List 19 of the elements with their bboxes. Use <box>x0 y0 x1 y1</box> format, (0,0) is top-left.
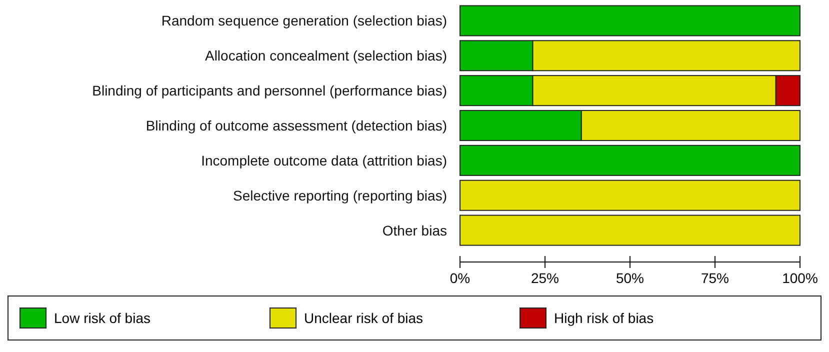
x-tick-label: 25% <box>530 270 560 286</box>
legend-label: Low risk of bias <box>54 310 150 326</box>
legend-label: Unclear risk of bias <box>304 310 424 326</box>
y-tick-label: Incomplete outcome data (attrition bias) <box>201 152 447 168</box>
y-tick-label: Other bias <box>382 222 447 238</box>
x-tick-label: 50% <box>616 270 644 286</box>
legend-label: High risk of bias <box>554 310 654 326</box>
x-tick-label: 0% <box>450 270 470 286</box>
bar <box>460 180 800 211</box>
bar <box>460 144 800 176</box>
y-tick-label: Random sequence generation (selection bias) <box>161 12 447 29</box>
x-tick-label: 100% <box>782 270 818 286</box>
y-tick-label: Blinding of outcome assessment (detection bias) <box>146 118 447 134</box>
y-tick-label: Allocation concealment (selection bias) <box>204 48 447 64</box>
y-tick-label: Blinding of participants and personnel (performance bias) <box>92 82 447 99</box>
x-tick-label: 75% <box>700 270 730 286</box>
bar <box>460 5 800 36</box>
y-tick-label: Selective reporting (reporting bias) <box>233 187 447 204</box>
bar <box>460 214 800 246</box>
